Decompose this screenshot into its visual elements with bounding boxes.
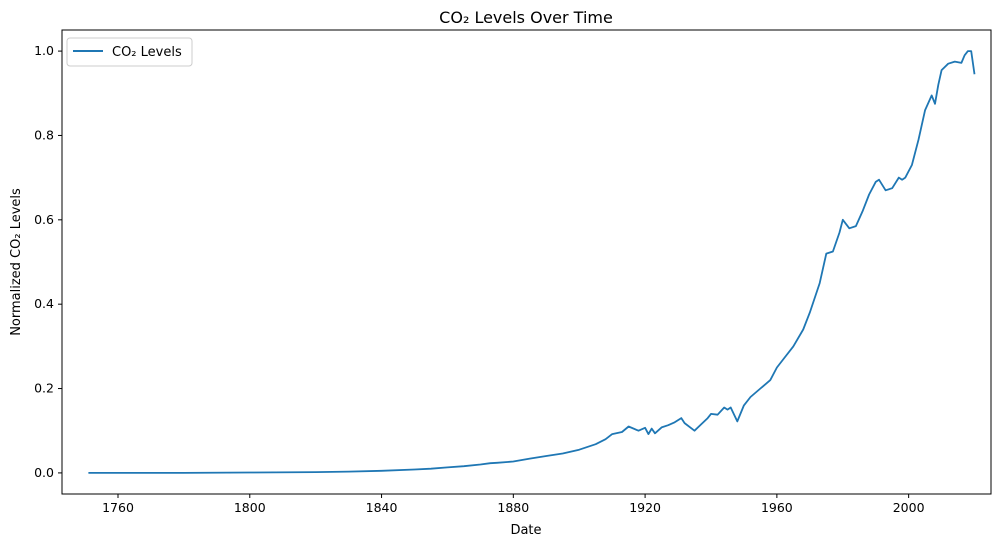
x-tick-label: 1760 xyxy=(102,500,134,515)
legend-label: CO₂ Levels xyxy=(112,45,182,60)
x-tick-label: 2000 xyxy=(893,500,925,515)
y-tick-label: 1.0 xyxy=(34,43,54,58)
chart-title: CO₂ Levels Over Time xyxy=(439,8,613,27)
y-tick-label: 0.0 xyxy=(34,465,54,480)
x-tick-label: 1840 xyxy=(366,500,398,515)
y-tick-label: 0.4 xyxy=(34,296,54,311)
x-axis-title: Date xyxy=(510,523,541,538)
y-tick-label: 0.6 xyxy=(34,212,54,227)
x-tick-label: 1960 xyxy=(761,500,793,515)
x-tick-label: 1880 xyxy=(497,500,529,515)
legend: CO₂ Levels xyxy=(66,37,193,67)
y-tick-label: 0.2 xyxy=(34,381,54,396)
legend-box xyxy=(66,37,193,67)
x-tick-label: 1920 xyxy=(629,500,661,515)
series-line xyxy=(88,50,976,474)
x-tick-label: 1800 xyxy=(234,500,266,515)
y-tick-label: 0.8 xyxy=(34,127,54,142)
y-axis-title: Normalized CO₂ Levels xyxy=(9,188,24,336)
plot-area-frame xyxy=(61,29,992,495)
